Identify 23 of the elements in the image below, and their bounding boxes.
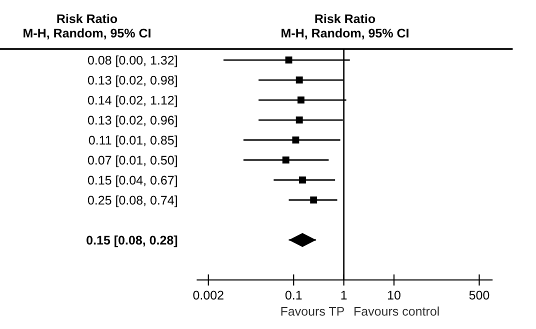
y-tick-label: 0.15 [0.08, 0.28] (86, 235, 178, 248)
x-tick-label: 0.1 (285, 290, 302, 300)
text: Favours control (354, 306, 439, 316)
y-tick-label: 0.25 [0.08, 0.74] (88, 195, 177, 208)
point (298, 176, 306, 184)
y-tick-label: 0.11 [0.01, 0.85] (88, 135, 177, 148)
y-tick-label: 0.14 [0.02, 1.12] (88, 95, 177, 108)
text: Favours TP (281, 307, 344, 316)
x-tick-label: 10 (388, 290, 400, 300)
text: Risk Ratio M-H, Random, 95% CI (282, 14, 408, 40)
y-tick-label: 0.15 [0.04, 0.67] (88, 175, 177, 188)
x-tick-label: 1 (341, 290, 347, 300)
point (297, 96, 304, 104)
point (296, 116, 303, 124)
y-tick-label: 0.13 [0.02, 0.98] (88, 75, 177, 88)
y-tick-label: 0.08 [0.00, 1.32] (88, 55, 177, 68)
point (296, 76, 303, 84)
y-tick-label: 0.13 [0.02, 0.96] (88, 115, 177, 128)
x-tick-label: 0.002 (193, 290, 224, 300)
y-tick-label: 0.07 [0.01, 0.50] (88, 155, 177, 168)
text: Risk Ratio M-H, Random, 95% CI (24, 14, 150, 40)
x-tick-label: 500 (469, 290, 490, 300)
point (292, 136, 300, 144)
